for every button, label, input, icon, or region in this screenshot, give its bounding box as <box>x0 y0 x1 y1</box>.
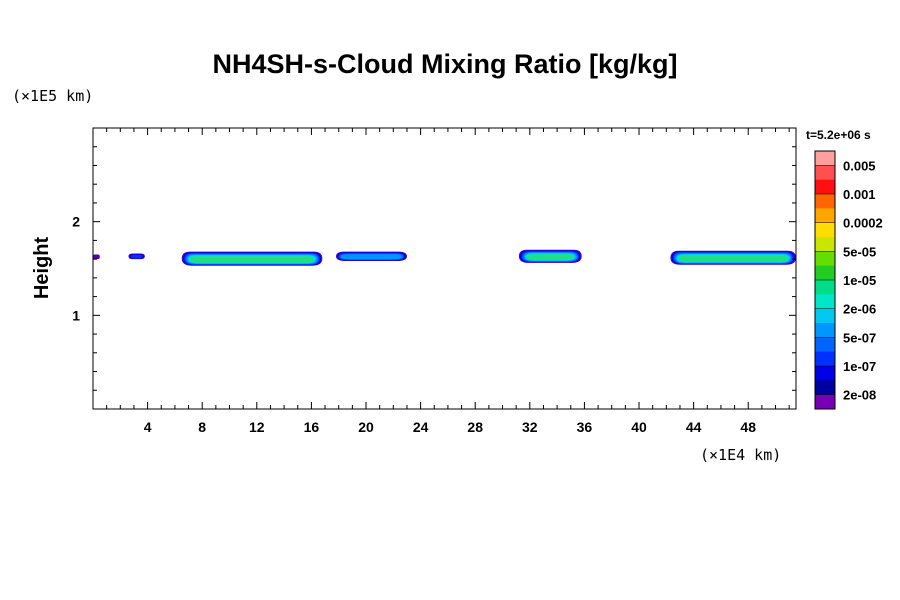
time-label: t=5.2e+06 s <box>806 128 871 142</box>
colorbar-swatch <box>815 179 835 195</box>
colorbar-swatch <box>815 294 835 310</box>
colorbar-swatch <box>815 251 835 267</box>
colorbar-label: 2e-08 <box>843 388 876 403</box>
colorbar-label: 1e-05 <box>843 273 876 288</box>
colorbar-swatch <box>815 394 835 410</box>
colorbar-swatch <box>815 237 835 252</box>
colorbar-label: 1e-07 <box>843 359 876 374</box>
colorbar-swatch <box>815 323 835 338</box>
cloud-patch-layer <box>130 254 143 259</box>
colorbar-swatch <box>815 351 835 367</box>
x-tick-label: 24 <box>413 419 429 435</box>
colorbar-label: 5e-07 <box>843 330 876 345</box>
x-tick-label: 28 <box>467 419 483 435</box>
colorbar-swatch <box>815 308 835 324</box>
x-tick-label: 44 <box>686 419 702 435</box>
colorbar-label: 5e-05 <box>843 244 876 259</box>
x-axis-ticks: 4 8 12 16 20 24 28 32 36 40 44 48 <box>106 128 790 435</box>
colorbar-swatch <box>815 380 835 396</box>
colorbar-label: 2e-06 <box>843 302 876 317</box>
x-tick-label: 8 <box>198 419 206 435</box>
x-tick-label: 4 <box>144 419 152 435</box>
y-axis-unit: (×1E5 km) <box>12 87 93 105</box>
x-tick-label: 12 <box>249 419 265 435</box>
y-tick-label: 2 <box>72 214 80 230</box>
cloud-patch-layer <box>527 254 574 260</box>
colorbar-label: 0.005 <box>843 158 876 173</box>
colorbar-swatch <box>815 366 835 381</box>
cloud-contours <box>93 249 796 266</box>
cloud-patch-layer <box>340 254 403 260</box>
colorbar-label: 0.001 <box>843 187 876 202</box>
colorbar-label: 0.0002 <box>843 216 883 231</box>
cloud-patch-layer <box>678 255 788 262</box>
colorbar-swatch <box>815 208 835 224</box>
colorbar-swatch <box>815 151 835 166</box>
chart-title: NH4SH-s-Cloud Mixing Ratio [kg/kg] <box>213 49 678 79</box>
colorbar-swatch <box>815 280 835 295</box>
cloud-patch-layer <box>93 254 100 260</box>
colorbar-swatch <box>815 222 835 238</box>
y-axis-ticks: 12 <box>72 146 796 391</box>
colorbar-swatch <box>815 265 835 281</box>
colorbar-swatch <box>815 194 835 209</box>
colorbar: 0.005 0.001 0.0002 5e-05 1e-05 2e-06 5e-07 1e-0… <box>814 150 883 410</box>
colorbar-swatch <box>815 337 835 353</box>
y-axis-label: Height <box>31 237 53 300</box>
x-tick-label: 32 <box>522 419 538 435</box>
cloud-patch-layer <box>190 256 314 263</box>
plot-frame <box>92 127 797 410</box>
x-tick-label: 16 <box>304 419 320 435</box>
x-tick-label: 36 <box>577 419 593 435</box>
x-axis-unit: (×1E4 km) <box>700 446 781 464</box>
x-tick-label: 48 <box>740 419 756 435</box>
x-tick-label: 20 <box>358 419 374 435</box>
y-tick-label: 1 <box>72 307 80 323</box>
x-tick-label: 40 <box>631 419 647 435</box>
colorbar-swatch <box>815 165 835 181</box>
